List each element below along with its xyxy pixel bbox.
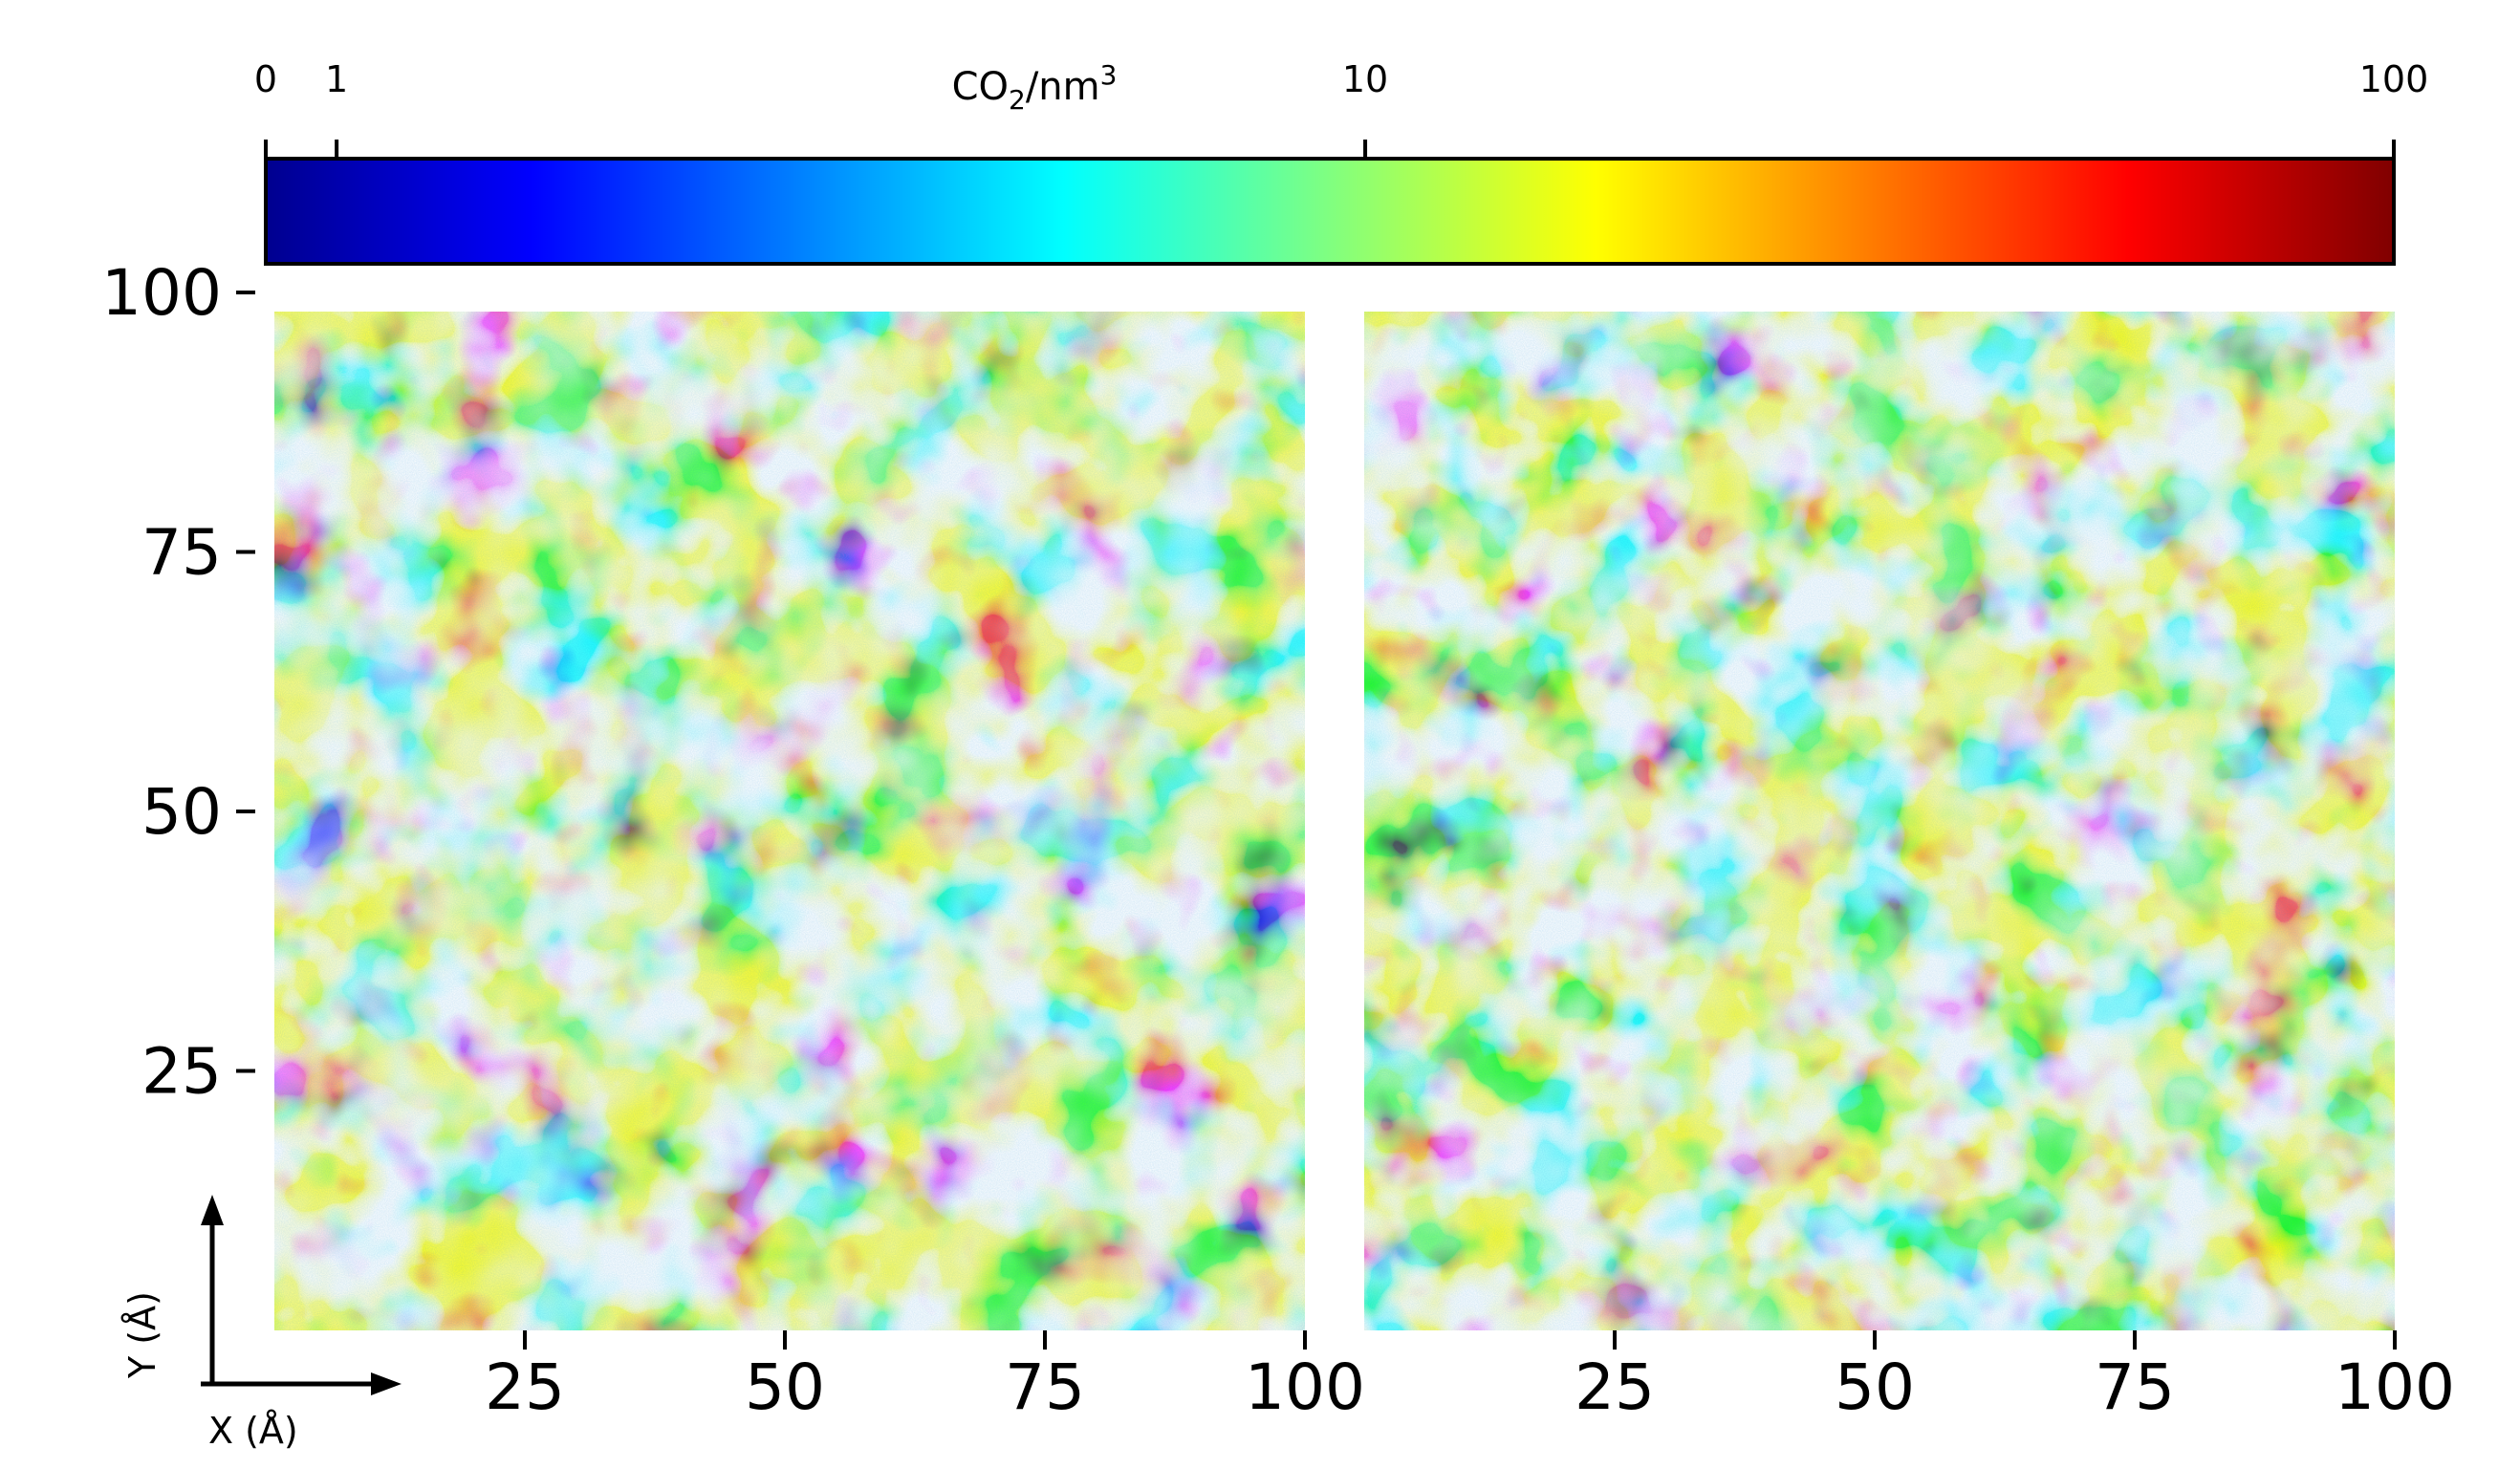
colorbar-label-main: CO	[952, 65, 1009, 109]
axis-indicator-y-label: Y (Å)	[121, 1291, 163, 1379]
x-arrow-head	[371, 1372, 402, 1395]
x-axis-right: 25 50 75 100	[1575, 1330, 2455, 1424]
heatmap-panel-right: 25 50 75 100	[1364, 312, 2455, 1424]
x-tick-label: 100	[2335, 1350, 2455, 1424]
x-tick-label: 25	[485, 1350, 565, 1424]
y-axis-left: 25 50 75 100	[101, 256, 255, 1109]
x-tick-label: 50	[745, 1350, 825, 1424]
heatmap-panel-left: 25 50 75 100 25 50 75 100	[101, 256, 1365, 1424]
axis-indicator: X (Å) Y (Å)	[121, 1195, 402, 1452]
x-tick-label: 25	[1575, 1350, 1655, 1424]
colorbar-ticks: 0 1 10 100	[254, 58, 2428, 159]
x-tick-label: 50	[1835, 1350, 1915, 1424]
y-tick-label: 50	[141, 775, 222, 849]
x-tick-label: 75	[1005, 1350, 1085, 1424]
y-tick-label: 25	[141, 1035, 222, 1109]
heatmap-grain-right	[1364, 312, 2395, 1330]
x-axis-left: 25 50 75 100	[485, 1330, 1365, 1424]
colorbar-tick-label: 100	[2359, 58, 2429, 100]
colorbar-tick-label: 1	[325, 58, 348, 100]
axis-indicator-x-label: X (Å)	[208, 1410, 298, 1452]
colorbar-tick-label: 0	[254, 58, 277, 100]
colorbar-label: CO2/nm3	[952, 59, 1118, 116]
colorbar-tick-label: 10	[1342, 58, 1388, 100]
y-tick-label: 75	[141, 516, 222, 590]
colorbar-label-sup: 3	[1100, 59, 1118, 91]
heatmap-grain-left	[274, 312, 1305, 1330]
colorbar-label-mid: /nm	[1026, 65, 1100, 109]
colorbar: 0 1 10 100 CO2/nm3	[254, 58, 2428, 266]
x-tick-label: 100	[1245, 1350, 1365, 1424]
colorbar-gradient	[264, 157, 2396, 266]
colorbar-label-sub: 2	[1009, 84, 1026, 116]
x-tick-label: 75	[2095, 1350, 2175, 1424]
y-tick-label: 100	[101, 256, 222, 330]
y-arrow-head	[201, 1195, 224, 1225]
